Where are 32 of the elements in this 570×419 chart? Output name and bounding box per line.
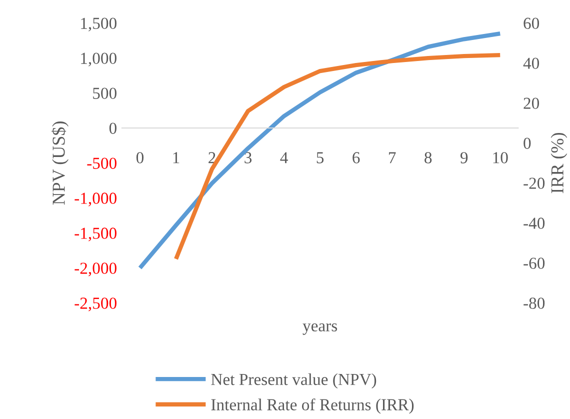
x-tick-label: 4 [280, 152, 288, 164]
y-tick-label: -1,000 [74, 192, 116, 206]
y-tick-label: -500 [87, 158, 116, 169]
x-tick-label: 6 [352, 152, 360, 164]
y2-tick-label: 40 [523, 58, 540, 69]
legend-label: Internal Rate of Returns (IRR) [211, 398, 414, 414]
y2-axis-title: IRR (%) [550, 132, 568, 194]
x-tick-label: 10 [493, 152, 508, 164]
y2-tick-label: -40 [524, 218, 545, 229]
x-tick-label: 1 [173, 152, 180, 164]
y2-tick-label: -60 [524, 258, 545, 269]
y2-tick-label: 20 [524, 98, 540, 109]
x-tick-label: 7 [389, 152, 396, 164]
y-tick-label: -2,000 [74, 262, 116, 276]
y-tick-label: 500 [93, 88, 116, 99]
legend-label: Net Present value (NPV) [211, 373, 376, 388]
y-tick-label: 1,500 [81, 18, 116, 32]
x-tick-label: 0 [136, 152, 144, 164]
y-axis-title: NPV (US$) [52, 122, 69, 205]
x-tick-label: 8 [424, 152, 432, 164]
x-axis-title: years [302, 323, 338, 335]
y-tick-label: -2,500 [74, 298, 116, 312]
x-tick-label: 3 [244, 152, 252, 164]
y-tick-label: 0 [109, 122, 116, 134]
y2-tick-label: -20 [524, 178, 545, 189]
y2-tick-label: -80 [524, 298, 545, 309]
x-tick-label: 9 [460, 152, 468, 164]
y-tick-label: -1,500 [74, 228, 116, 242]
y2-tick-label: 60 [524, 18, 540, 29]
y-tick-label: 1,000 [81, 52, 116, 66]
y2-tick-label: 0 [524, 138, 531, 149]
x-tick-label: 5 [316, 152, 324, 164]
